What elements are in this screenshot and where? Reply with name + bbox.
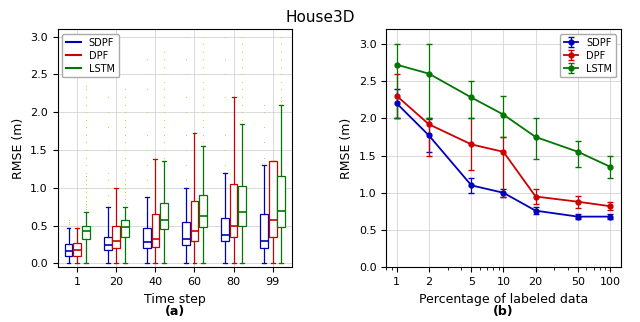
PathPatch shape: [238, 185, 246, 226]
PathPatch shape: [65, 244, 72, 256]
PathPatch shape: [199, 195, 207, 227]
PathPatch shape: [278, 176, 285, 227]
PathPatch shape: [260, 214, 268, 248]
Y-axis label: RMSE (m): RMSE (m): [12, 118, 24, 179]
PathPatch shape: [269, 161, 276, 237]
PathPatch shape: [230, 184, 237, 237]
Y-axis label: RMSE (m): RMSE (m): [340, 118, 353, 179]
Text: (a): (a): [165, 305, 185, 318]
X-axis label: Percentage of labeled data: Percentage of labeled data: [419, 293, 588, 306]
X-axis label: Time step: Time step: [144, 293, 206, 306]
PathPatch shape: [221, 218, 229, 241]
Legend: SDPF, DPF, LSTM: SDPF, DPF, LSTM: [63, 34, 118, 78]
PathPatch shape: [104, 237, 111, 250]
Text: House3D: House3D: [285, 10, 355, 25]
PathPatch shape: [143, 228, 150, 248]
PathPatch shape: [113, 226, 120, 248]
Text: (b): (b): [493, 305, 514, 318]
Legend: SDPF, DPF, LSTM: SDPF, DPF, LSTM: [560, 34, 616, 78]
PathPatch shape: [182, 222, 189, 245]
PathPatch shape: [160, 203, 168, 230]
PathPatch shape: [82, 226, 90, 239]
PathPatch shape: [121, 220, 129, 237]
PathPatch shape: [74, 243, 81, 256]
PathPatch shape: [191, 202, 198, 241]
PathPatch shape: [152, 214, 159, 247]
